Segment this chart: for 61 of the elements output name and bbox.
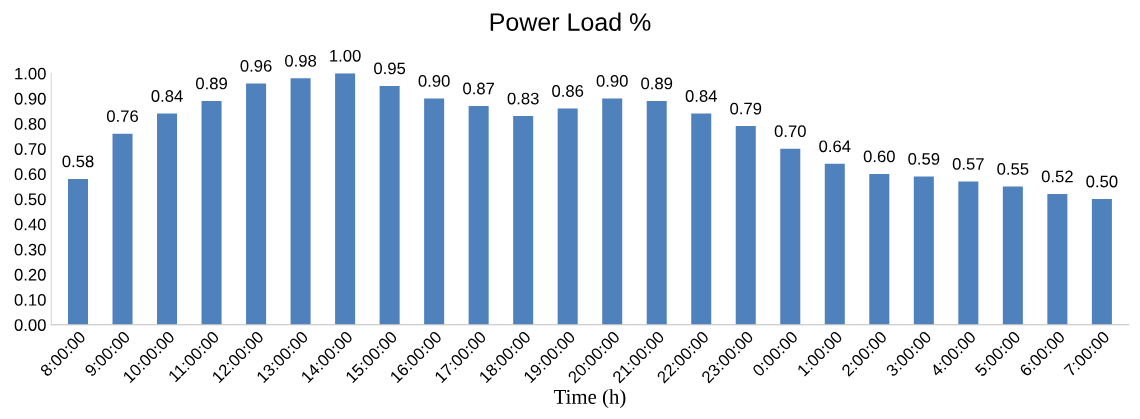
data-label: 0.55 — [997, 163, 1029, 175]
bar — [958, 181, 979, 325]
x-axis-title: Time (h) — [553, 389, 626, 409]
data-label: 0.50 — [1086, 175, 1118, 188]
bar — [424, 98, 445, 325]
bar — [201, 100, 222, 325]
data-label: 0.84 — [685, 90, 717, 102]
chart-title: Power Load % — [490, 12, 651, 31]
y-tick-label: 0.60 — [14, 168, 46, 181]
data-label: 0.89 — [641, 77, 673, 90]
bar — [557, 108, 578, 325]
bar — [1002, 186, 1023, 325]
bar — [246, 83, 267, 325]
bar — [1091, 199, 1112, 325]
bar — [67, 178, 89, 325]
data-label: 0.95 — [374, 62, 406, 75]
y-tick-label: 0.70 — [14, 143, 46, 155]
data-label: 0.76 — [106, 110, 139, 123]
y-tick-label: 0.00 — [14, 319, 46, 331]
bar — [913, 176, 934, 325]
bar — [869, 173, 890, 325]
data-label: 0.57 — [952, 158, 984, 170]
y-tick-label: 0.20 — [14, 268, 46, 281]
data-label: 0.79 — [730, 102, 762, 115]
data-label: 0.83 — [507, 92, 539, 105]
data-label: 0.89 — [195, 77, 227, 90]
data-label: 1.00 — [330, 49, 361, 62]
data-label: 0.87 — [463, 82, 495, 95]
data-label: 0.64 — [819, 140, 851, 153]
data-label: 0.90 — [596, 75, 628, 87]
data-label: 0.60 — [863, 150, 895, 163]
data-label: 0.52 — [1041, 170, 1073, 183]
bar — [691, 113, 712, 325]
data-label: 0.84 — [151, 90, 183, 102]
data-label: 0.58 — [62, 155, 94, 168]
data-label: 0.70 — [774, 125, 806, 138]
bar — [780, 148, 801, 325]
bar — [112, 133, 133, 325]
bar — [379, 85, 400, 325]
data-label: 0.59 — [908, 152, 940, 165]
bar — [290, 78, 311, 325]
data-label: 0.90 — [418, 75, 450, 87]
bar — [513, 116, 534, 325]
y-tick-label: 0.10 — [14, 293, 46, 306]
bar — [468, 106, 489, 325]
bar — [824, 163, 845, 325]
data-label: 0.86 — [552, 85, 584, 97]
y-tick-label: 1.00 — [15, 67, 46, 80]
bar — [735, 126, 756, 325]
y-tick-label: 0.90 — [14, 92, 46, 105]
bar — [157, 113, 178, 325]
bar — [1047, 194, 1068, 325]
data-label: 0.96 — [240, 59, 272, 72]
y-tick-label: 0.80 — [14, 118, 46, 130]
bar — [646, 100, 667, 325]
data-label: 0.98 — [285, 54, 317, 67]
bar — [602, 98, 623, 325]
y-tick-label: 0.30 — [14, 243, 46, 256]
y-tick-label: 0.40 — [14, 218, 46, 231]
bar — [335, 73, 356, 325]
y-tick-label: 0.50 — [14, 193, 46, 206]
